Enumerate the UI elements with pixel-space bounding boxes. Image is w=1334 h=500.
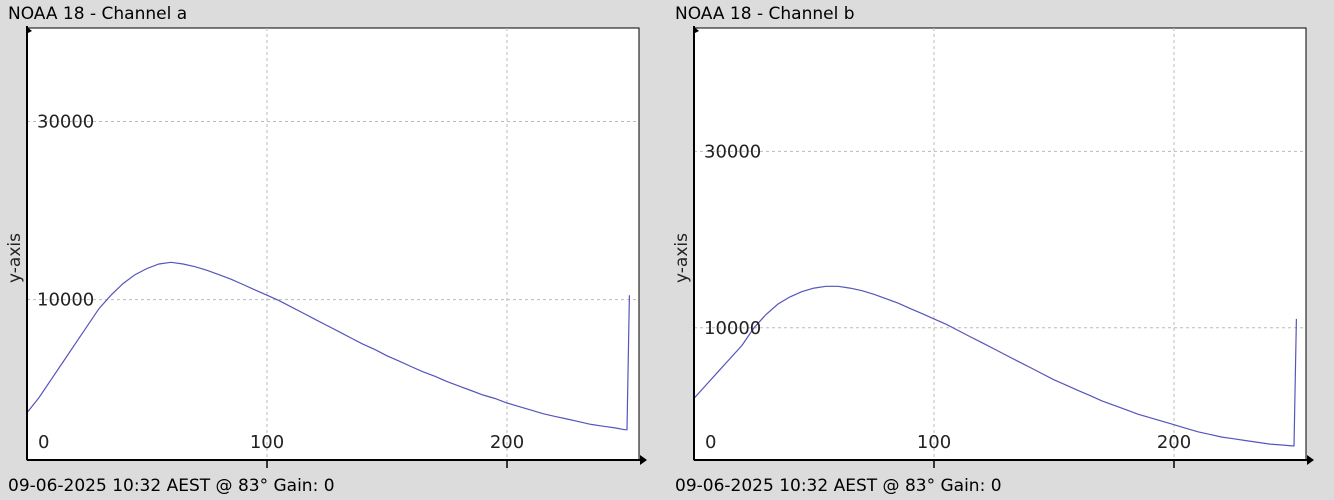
plot-area <box>26 27 640 461</box>
y-tick-label-0: 10000 <box>704 318 761 339</box>
series-line-0 <box>693 285 1297 447</box>
chart-title: NOAA 18 - Channel a <box>8 4 188 24</box>
y-tick-label-1: 30000 <box>704 141 761 162</box>
y-axis-label: y-axis <box>5 233 25 283</box>
chart-panel-channel-a: 0 100 200 10000 30000 y-axis NOAA 18 - Channe… <box>5 4 647 496</box>
plot-svg: 0 100 200 10000 30000 y-axis <box>5 26 647 468</box>
plot-area <box>693 27 1307 461</box>
y-axis-arrow <box>693 26 699 34</box>
chart-footer-status: 09-06-2025 10:32 AEST @ 83° Gain: 0 <box>675 476 1005 496</box>
chart-title: NOAA 18 - Channel b <box>675 4 855 24</box>
x-tick-label-2: 200 <box>1157 432 1191 453</box>
chart-footer-status: 09-06-2025 10:32 AEST @ 83° Gain: 0 <box>8 476 338 496</box>
x-tick-label-0: 0 <box>38 432 49 453</box>
y-axis-arrow <box>26 26 32 34</box>
x-tick-label-1: 100 <box>917 432 951 453</box>
x-axis-arrow <box>640 455 647 465</box>
x-tick-label-0: 0 <box>705 432 716 453</box>
y-tick-label-1: 30000 <box>37 112 94 133</box>
series-line-0 <box>26 261 630 431</box>
plot-svg: 0 100 200 10000 30000 y-axis <box>672 26 1314 468</box>
x-tick-label-2: 200 <box>490 432 524 453</box>
y-axis-label: y-axis <box>672 233 692 283</box>
x-axis-arrow <box>1307 455 1314 465</box>
x-tick-label-1: 100 <box>250 432 284 453</box>
chart-panel-channel-b: 0 100 200 10000 30000 y-axis NOAA 18 - Channe… <box>667 0 1334 500</box>
y-tick-label-0: 10000 <box>37 290 94 311</box>
